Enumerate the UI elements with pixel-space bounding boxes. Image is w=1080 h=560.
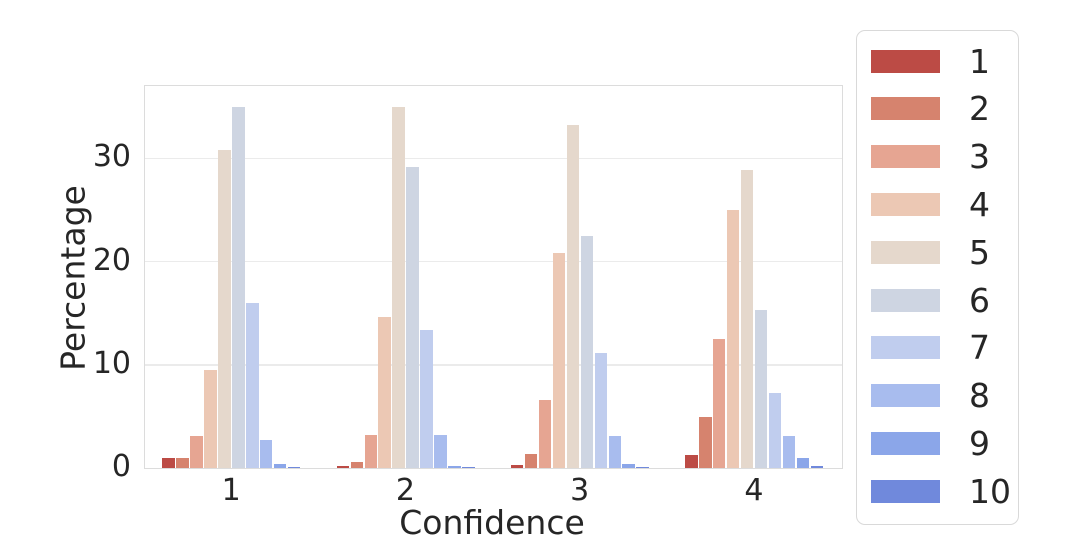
bar-confidence-3-rating-4 bbox=[552, 253, 566, 468]
legend-label: 1 bbox=[969, 41, 990, 81]
bar-confidence-2-rating-1 bbox=[336, 466, 350, 468]
bar-confidence-4-rating-4 bbox=[726, 209, 740, 468]
bar-confidence-4-rating-9 bbox=[796, 457, 810, 468]
bar-confidence-3-rating-1 bbox=[510, 464, 524, 468]
legend-swatch-icon bbox=[871, 431, 940, 455]
bar-confidence-1-rating-4 bbox=[204, 369, 217, 468]
bar-confidence-3-rating-8 bbox=[608, 436, 621, 468]
legend-label: 10 bbox=[969, 471, 1011, 511]
legend-item-8: 8 bbox=[871, 379, 990, 412]
gridline-y30 bbox=[145, 157, 842, 160]
bar-confidence-3-rating-5 bbox=[566, 125, 580, 468]
gridline-y20 bbox=[145, 260, 842, 263]
bar-confidence-3-rating-10 bbox=[636, 466, 649, 468]
bar-confidence-1-rating-3 bbox=[190, 436, 203, 468]
bar-confidence-2-rating-6 bbox=[406, 166, 419, 468]
legend-item-2: 2 bbox=[871, 92, 990, 125]
legend-swatch-icon bbox=[871, 192, 940, 216]
legend-label: 5 bbox=[969, 232, 990, 272]
legend-swatch-icon bbox=[871, 97, 940, 121]
bar-confidence-2-rating-3 bbox=[364, 434, 377, 468]
legend-swatch-icon bbox=[871, 479, 940, 503]
y-tick-label-10: 10 bbox=[92, 345, 131, 381]
legend-swatch-icon bbox=[871, 49, 940, 73]
bar-confidence-2-rating-5 bbox=[392, 106, 405, 468]
bar-confidence-4-rating-7 bbox=[768, 392, 782, 468]
bar-confidence-3-rating-3 bbox=[538, 399, 552, 468]
gridline-y10 bbox=[145, 364, 842, 366]
legend-item-4: 4 bbox=[871, 188, 990, 221]
x-axis-label: Confidence bbox=[399, 503, 585, 542]
bar-confidence-4-rating-3 bbox=[713, 338, 726, 468]
bar-confidence-3-rating-7 bbox=[594, 353, 607, 468]
bar-confidence-4-rating-6 bbox=[754, 310, 768, 468]
legend-item-5: 5 bbox=[871, 236, 990, 269]
legend-label: 8 bbox=[969, 376, 990, 416]
y-tick-label-0: 0 bbox=[111, 449, 131, 484]
legend-swatch-icon bbox=[871, 384, 940, 408]
bar-confidence-4-rating-5 bbox=[740, 169, 754, 468]
y-tick-label-30: 30 bbox=[92, 139, 131, 175]
x-tick-label-4: 4 bbox=[744, 473, 764, 508]
legend-swatch-icon bbox=[871, 336, 940, 360]
bar-confidence-2-rating-10 bbox=[462, 467, 475, 468]
legend-label: 3 bbox=[969, 137, 990, 177]
bar-confidence-1-rating-10 bbox=[287, 466, 301, 468]
legend-item-3: 3 bbox=[871, 140, 990, 173]
legend-label: 6 bbox=[969, 280, 990, 320]
legend-swatch-icon bbox=[871, 288, 940, 312]
legend-item-1: 1 bbox=[871, 45, 990, 78]
bar-confidence-1-rating-6 bbox=[232, 106, 245, 468]
bar-confidence-4-rating-1 bbox=[685, 454, 698, 468]
bar-confidence-3-rating-2 bbox=[524, 453, 538, 468]
legend-item-7: 7 bbox=[871, 331, 990, 364]
bar-confidence-3-rating-6 bbox=[580, 235, 594, 468]
bar-confidence-1-rating-9 bbox=[273, 463, 287, 468]
x-tick-label-2: 2 bbox=[395, 473, 415, 508]
legend-label: 9 bbox=[969, 423, 990, 463]
bar-confidence-2-rating-8 bbox=[434, 434, 447, 468]
bar-confidence-4-rating-10 bbox=[810, 465, 824, 468]
bar-confidence-4-rating-2 bbox=[699, 417, 712, 468]
legend: 1 2 3 4 5 6 7 8 9 10 bbox=[856, 30, 1019, 525]
legend-label: 2 bbox=[969, 89, 990, 129]
bar-confidence-4-rating-8 bbox=[782, 436, 796, 468]
x-tick-label-1: 1 bbox=[221, 473, 241, 508]
bar-confidence-1-rating-5 bbox=[218, 150, 231, 468]
bar-confidence-2-rating-7 bbox=[420, 329, 433, 468]
bar-confidence-2-rating-9 bbox=[448, 465, 461, 468]
legend-item-10: 10 bbox=[871, 475, 1011, 508]
legend-swatch-icon bbox=[871, 145, 940, 169]
x-tick-label-3: 3 bbox=[570, 473, 590, 508]
bar-confidence-2-rating-2 bbox=[350, 461, 364, 468]
legend-label: 4 bbox=[969, 184, 990, 224]
legend-item-6: 6 bbox=[871, 284, 990, 317]
bar-confidence-1-rating-7 bbox=[246, 302, 259, 468]
legend-swatch-icon bbox=[871, 240, 940, 264]
legend-item-9: 9 bbox=[871, 427, 990, 460]
bar-confidence-1-rating-8 bbox=[260, 440, 273, 468]
bar-confidence-3-rating-9 bbox=[622, 463, 635, 468]
legend-label: 7 bbox=[969, 328, 990, 368]
bar-confidence-1-rating-2 bbox=[176, 457, 189, 468]
bar-confidence-1-rating-1 bbox=[162, 457, 175, 468]
y-tick-label-20: 20 bbox=[92, 242, 131, 278]
bar-confidence-2-rating-4 bbox=[378, 317, 391, 468]
plot-area bbox=[144, 85, 843, 469]
